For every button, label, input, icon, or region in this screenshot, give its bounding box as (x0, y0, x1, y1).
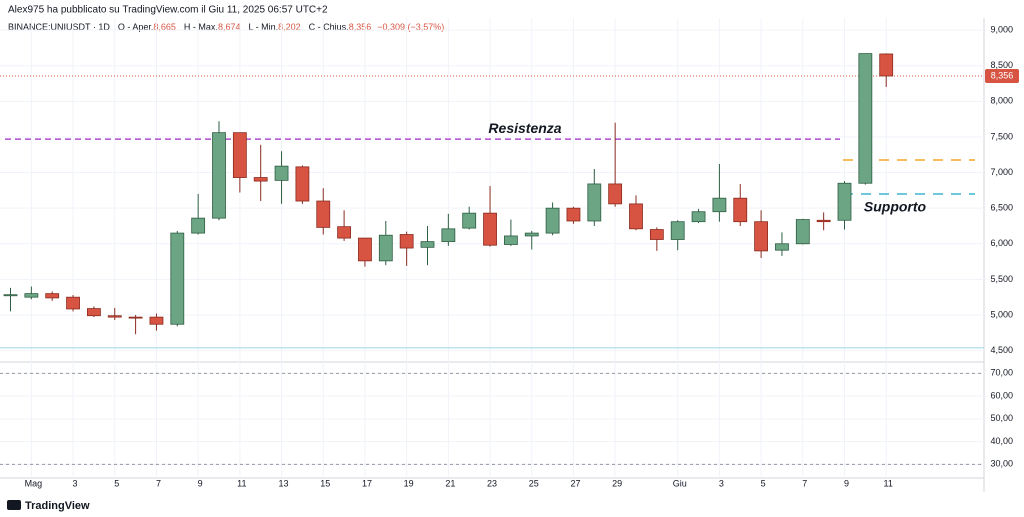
candle-body (212, 132, 226, 219)
legend-label: C - Chius. (309, 22, 349, 32)
candle-body (649, 229, 664, 240)
footer: TradingView (25, 500, 90, 512)
candle-body (775, 243, 789, 251)
x-tick-label: 23 (487, 478, 497, 488)
x-tick-label: 9 (198, 478, 203, 488)
legend-value: 8,356 (349, 22, 372, 32)
candle-body (358, 237, 372, 262)
y2-tick-label: 50,00 (990, 413, 1013, 423)
candle-body (3, 294, 18, 297)
candle-body (691, 211, 706, 223)
y-tick-label: 5,000 (990, 309, 1013, 319)
symbol-legend: BINANCE:UNIUSDT · 1D O - Aper.8,665 H - Ma… (8, 22, 444, 32)
y-tick-label: 6,500 (990, 203, 1013, 213)
candle-body (587, 183, 602, 222)
y-tick-label: 8,000 (990, 96, 1013, 106)
candle-body (795, 219, 810, 245)
candle-body (66, 296, 80, 310)
x-tick-label: 15 (320, 478, 330, 488)
candle-body (566, 207, 581, 222)
x-tick-label: 11 (237, 478, 246, 488)
candle-body (837, 182, 852, 221)
candle-body (503, 235, 518, 245)
x-tick-label: 5 (761, 478, 766, 488)
candle-body (816, 219, 831, 223)
legend-label: O - Aper. (118, 22, 154, 32)
candle-body (712, 197, 727, 213)
legend-value: 8,674 (218, 22, 241, 32)
candle-body (879, 53, 894, 77)
logo-icon (7, 500, 21, 510)
candle-body (858, 53, 873, 184)
y-tick-label: 7,500 (990, 131, 1013, 141)
y2-tick-label: 40,00 (990, 436, 1013, 446)
candle-body (378, 234, 393, 262)
change: −0,309 (−3,57%) (377, 22, 444, 32)
candle-body (24, 293, 39, 298)
candle-body (191, 217, 206, 234)
candle-body (107, 315, 122, 318)
x-tick-label: 9 (844, 478, 849, 488)
x-tick-label: 7 (802, 478, 807, 488)
legend-value: 8,665 (153, 22, 176, 32)
candle-body (420, 241, 435, 248)
y-tick-label: 6,000 (990, 238, 1013, 248)
y2-tick-label: 70,00 (990, 368, 1013, 378)
candle-body (399, 234, 414, 249)
candle-body (149, 316, 164, 325)
candle-body (337, 226, 352, 239)
last-price-label: 8,356 (991, 70, 1014, 80)
candle-body (733, 197, 748, 223)
x-tick-label: 11 (884, 478, 893, 488)
legend-label: L - Min. (248, 22, 278, 32)
x-tick-label: 27 (570, 478, 580, 488)
candle-body (441, 228, 456, 243)
candle-body (295, 166, 310, 202)
candle-body (253, 177, 268, 182)
candle-body (670, 221, 685, 240)
candle-body (608, 183, 623, 205)
last-price-box (985, 68, 1019, 83)
x-tick-label: 25 (529, 478, 539, 488)
y-tick-label: 9,000 (990, 24, 1013, 34)
line-label: Supporto (864, 199, 927, 215)
candle-body (128, 316, 143, 319)
candle-body (45, 293, 60, 299)
candle-body (545, 207, 560, 234)
x-tick-label: 13 (279, 478, 289, 488)
candle-body (316, 200, 331, 228)
x-tick-label: 7 (156, 478, 161, 488)
candle-body (170, 232, 185, 325)
x-tick-label: 3 (73, 478, 78, 488)
x-tick-label: 17 (362, 478, 372, 488)
y2-tick-label: 60,00 (990, 390, 1013, 400)
candle-body (629, 203, 643, 230)
x-tick-label: 5 (114, 478, 119, 488)
legend: BINANCE:UNIUSDT · 1D O - Aper.8,665 H - Ma… (8, 22, 444, 32)
legend-label: H - Max. (184, 22, 218, 32)
candle-body (483, 212, 497, 246)
candle-body (274, 165, 289, 181)
candle-body (232, 132, 247, 178)
y-tick-label: 5,500 (990, 274, 1013, 284)
candle-body (524, 232, 539, 237)
x-tick-label: 29 (612, 478, 622, 488)
candle-body (754, 221, 768, 252)
candle-body (462, 212, 477, 229)
header: Alex975 ha pubblicato su TradingView.com… (8, 5, 328, 16)
x-tick-label: 21 (445, 478, 455, 488)
symbol: BINANCE:UNIUSDT · 1D (8, 22, 110, 32)
line-label: Resistenza (488, 120, 561, 136)
candle-body (87, 308, 101, 317)
x-tick-label: Mag (25, 478, 43, 488)
y-tick-label: 4,500 (990, 345, 1013, 355)
y-tick-label: 7,000 (990, 167, 1013, 177)
x-tick-label: 3 (719, 478, 724, 488)
x-tick-label: Giu (673, 478, 687, 488)
y-tick-label: 8,500 (990, 60, 1013, 70)
y2-tick-label: 30,00 (990, 459, 1013, 469)
legend-value: 8,202 (278, 22, 301, 32)
x-tick-label: 19 (404, 478, 414, 488)
